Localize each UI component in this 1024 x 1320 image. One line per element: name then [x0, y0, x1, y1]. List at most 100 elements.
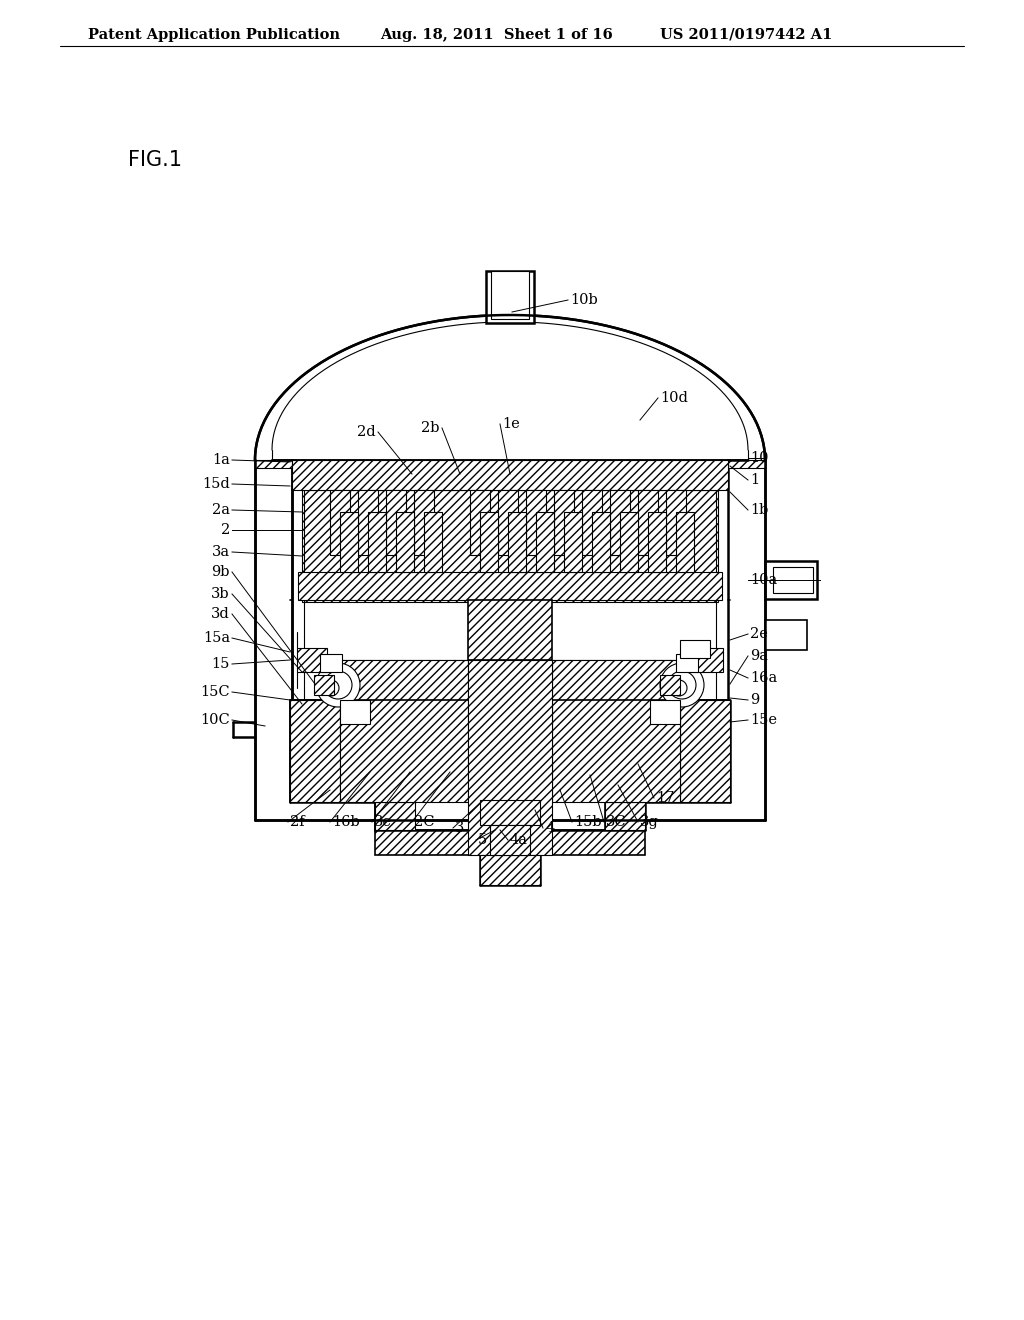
Bar: [290, 772, 730, 803]
Polygon shape: [340, 660, 468, 803]
Text: 2a: 2a: [212, 503, 230, 517]
Bar: [297, 648, 327, 672]
Bar: [592, 512, 610, 572]
Text: 16b: 16b: [332, 814, 359, 829]
Bar: [610, 490, 630, 554]
Bar: [620, 512, 638, 572]
Text: 16a: 16a: [750, 671, 777, 685]
Text: 9b: 9b: [212, 565, 230, 579]
Text: 1b: 1b: [750, 503, 768, 517]
Circle shape: [316, 663, 360, 708]
Bar: [375, 830, 645, 855]
Text: 3a: 3a: [212, 545, 230, 558]
Circle shape: [323, 680, 339, 696]
Text: 3: 3: [455, 821, 464, 836]
Bar: [319, 653, 342, 672]
Circle shape: [660, 663, 705, 708]
Text: 1a: 1a: [212, 453, 230, 467]
Text: 15a: 15a: [203, 631, 230, 645]
Circle shape: [668, 671, 696, 700]
Bar: [666, 490, 686, 554]
Bar: [480, 512, 498, 572]
Text: 10a: 10a: [750, 573, 777, 587]
Bar: [773, 568, 813, 593]
Bar: [358, 490, 378, 554]
Text: 4: 4: [545, 821, 554, 836]
Text: 9a: 9a: [750, 649, 768, 663]
Bar: [290, 700, 340, 772]
Text: FIG.1: FIG.1: [128, 150, 182, 170]
Bar: [386, 490, 406, 554]
Text: US 2011/0197442 A1: US 2011/0197442 A1: [660, 28, 833, 42]
Polygon shape: [340, 660, 468, 700]
Bar: [765, 561, 817, 599]
Polygon shape: [255, 459, 292, 469]
Text: 15C: 15C: [201, 685, 230, 700]
Polygon shape: [375, 803, 415, 830]
Bar: [486, 271, 534, 323]
Polygon shape: [290, 700, 340, 803]
Polygon shape: [680, 700, 730, 803]
Text: 10: 10: [750, 451, 768, 465]
Bar: [693, 648, 723, 672]
Bar: [368, 512, 386, 572]
Polygon shape: [605, 803, 645, 830]
Text: 10b: 10b: [570, 293, 598, 308]
Bar: [676, 512, 694, 572]
Bar: [480, 855, 540, 884]
Bar: [605, 803, 645, 830]
Bar: [490, 825, 530, 855]
Bar: [526, 490, 546, 554]
Text: 15e: 15e: [750, 713, 777, 727]
Bar: [314, 675, 334, 696]
Bar: [582, 490, 602, 554]
Bar: [638, 490, 658, 554]
Text: 5: 5: [478, 833, 487, 847]
Text: 2d: 2d: [357, 425, 376, 440]
Text: Patent Application Publication: Patent Application Publication: [88, 28, 340, 42]
Bar: [680, 640, 710, 657]
Text: 10d: 10d: [660, 391, 688, 405]
Text: 10C: 10C: [201, 713, 230, 727]
Circle shape: [671, 680, 687, 696]
Bar: [424, 512, 442, 572]
Bar: [375, 803, 415, 830]
Circle shape: [324, 671, 352, 700]
Bar: [340, 700, 370, 723]
Text: 3d: 3d: [211, 607, 230, 620]
Text: 15d: 15d: [203, 477, 230, 491]
Text: 15: 15: [212, 657, 230, 671]
Bar: [536, 512, 554, 572]
Polygon shape: [552, 660, 680, 700]
Bar: [660, 675, 680, 696]
Bar: [292, 459, 728, 490]
Bar: [564, 512, 582, 572]
Bar: [480, 800, 540, 825]
Text: 4a: 4a: [510, 833, 528, 847]
Bar: [648, 512, 666, 572]
Bar: [468, 601, 552, 660]
Text: 17: 17: [656, 791, 675, 805]
Text: 2f: 2f: [290, 814, 304, 829]
Text: 9: 9: [750, 693, 759, 708]
Text: Aug. 18, 2011  Sheet 1 of 16: Aug. 18, 2011 Sheet 1 of 16: [380, 28, 612, 42]
Bar: [468, 660, 552, 855]
Bar: [554, 490, 574, 554]
Bar: [340, 512, 358, 572]
Bar: [330, 490, 350, 554]
Text: 15b: 15b: [574, 814, 602, 829]
Text: 3g: 3g: [640, 814, 658, 829]
Bar: [765, 620, 807, 649]
Bar: [490, 271, 529, 319]
Bar: [396, 512, 414, 572]
Bar: [498, 490, 518, 554]
Text: 1: 1: [750, 473, 759, 487]
Bar: [292, 459, 728, 700]
Text: 2e: 2e: [750, 627, 768, 642]
Text: 2C: 2C: [414, 814, 434, 829]
Bar: [650, 700, 680, 723]
Text: 3b: 3b: [211, 587, 230, 601]
Bar: [302, 490, 718, 602]
Polygon shape: [552, 660, 680, 803]
Polygon shape: [728, 459, 765, 469]
